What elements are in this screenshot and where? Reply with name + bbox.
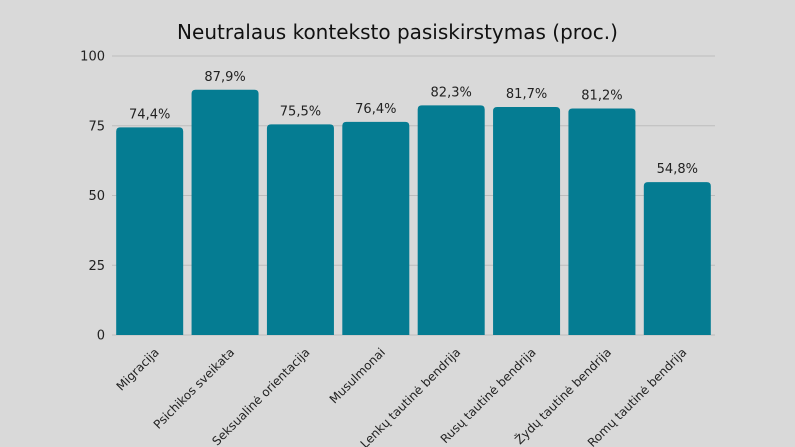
data-label: 74,4% [129,107,170,122]
bars [116,89,711,336]
data-label: 82,3% [431,85,472,100]
x-tick-label: Musulmonai [327,345,388,406]
y-tick-label: 100 [80,50,105,65]
y-tick-label: 0 [97,329,105,344]
bar [342,121,410,336]
data-label: 54,8% [657,162,698,177]
bar [266,124,334,335]
data-label: 75,5% [280,104,321,119]
bar [643,182,711,335]
x-tick-label: Migracija [114,345,162,393]
y-tick-label: 25 [88,259,105,274]
data-labels: 74,4% 87,9% 75,5% 76,4% 82,3% 81,7% 81,2% 54,8% [129,70,698,177]
bar [116,127,184,335]
x-tick-label: Psichikos sveikata [151,345,237,431]
bar [493,107,561,335]
y-tick-label: 50 [88,189,105,204]
bar [191,89,259,335]
data-label: 76,4% [355,102,396,117]
data-label: 81,2% [581,88,622,103]
y-axis-ticks: 0 25 50 75 100 [80,50,105,344]
chart-title: Neutralaus konteksto pasiskirstymas (pro… [177,20,618,44]
data-label: 87,9% [204,70,245,85]
y-tick-label: 75 [88,119,105,134]
bar [417,105,485,336]
data-label: 81,7% [506,87,547,102]
bar [568,108,636,336]
